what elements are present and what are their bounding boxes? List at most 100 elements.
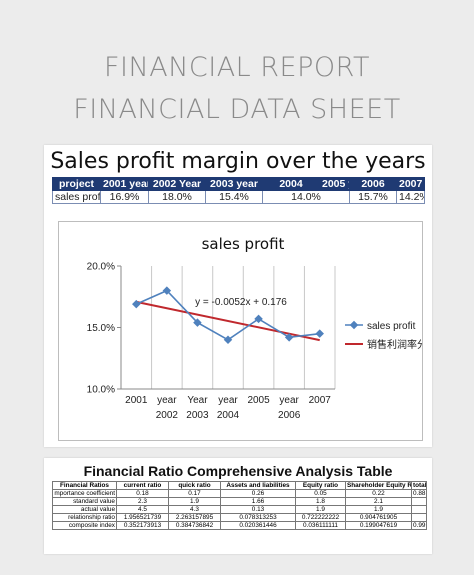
ratio-value-cell: 0.17 <box>168 489 221 498</box>
chart-title: sales profit <box>202 235 285 253</box>
ratio-table-row: relationship ratio 1.956521739 2.263157895… <box>52 513 427 522</box>
value-cell: 18.0% <box>148 190 206 204</box>
ratio-table-row: mportance coefficient 0.18 0.17 0.26 0.05 0.2… <box>52 489 427 498</box>
value-cell: 14.0% <box>262 190 350 204</box>
ratio-value-cell: 0.88 <box>411 489 427 498</box>
yearly-table-row: sales profit 16.9% 18.0% 15.4% 14.0% 15.… <box>52 190 425 204</box>
y-tick-label: 10.0% <box>87 385 115 396</box>
sales-profit-sheet-card: Sales profit margin over the years proje… <box>44 145 432 447</box>
x-tick-label: 2001 <box>125 395 148 406</box>
ratio-header-cell: total <box>411 481 427 490</box>
data-point <box>315 329 324 338</box>
x-tick-label: 2007 <box>309 395 332 406</box>
ratio-value-cell: 2.263157895 <box>168 513 221 522</box>
chart-axes: 10.0% 15.0% 20.0% 2001 year 2002 Year 2003 year 2… <box>87 262 335 421</box>
ratio-header-cell: Equity ratio <box>295 481 346 490</box>
header-cell: 2004 <box>262 177 320 191</box>
ratio-value-cell: 0.384736842 <box>168 521 221 530</box>
value-cell: 14.2% <box>396 190 425 204</box>
value-cell: 15.7% <box>349 190 397 204</box>
yearly-table-header: project 2001 year 2002 Year 2003 year 20… <box>52 177 425 191</box>
ratio-row-label: composite index <box>52 521 117 530</box>
data-point <box>193 318 202 327</box>
ratio-value-cell: 4.5 <box>116 505 169 514</box>
header-cell: 2001 year <box>100 177 149 191</box>
chart-series <box>132 286 324 345</box>
ratio-table-header: Financial Ratios current ratio quick ratio… <box>52 481 427 490</box>
ratio-row-label: mportance coefficient <box>52 489 117 498</box>
hero-title-line1: FINANCIAL REPORT <box>104 52 370 83</box>
ratio-value-cell: 2.3 <box>116 497 169 506</box>
ratio-value-cell: 1.956521739 <box>116 513 169 522</box>
ratio-row-label: standard value <box>52 497 117 506</box>
ratio-table-row: standard value 2.3 1.9 1.66 1.8 2.1 <box>52 497 427 506</box>
x-tick-label: 2005 <box>247 395 270 406</box>
data-point <box>254 314 263 324</box>
ratio-value-cell: 1.9 <box>295 505 346 514</box>
yearly-profit-table: project 2001 year 2002 Year 2003 year 20… <box>52 177 425 204</box>
ratio-header-cell: Assets and liabilities <box>220 481 296 490</box>
ratio-value-cell: 0.036111111 <box>295 521 346 530</box>
data-point <box>223 335 233 345</box>
ratio-header-cell: Shareholder Equity Ratio <box>345 481 412 490</box>
ratio-header-cell: Financial Ratios <box>52 481 117 490</box>
ratio-value-cell: 1.66 <box>220 497 296 506</box>
data-point <box>284 333 294 342</box>
data-point <box>132 299 141 309</box>
header-cell: 2005 year <box>319 177 350 191</box>
legend-marker-sales-profit <box>349 320 359 330</box>
sheet-title: Sales profit margin over the years <box>50 149 426 174</box>
y-tick-label: 15.0% <box>87 323 115 334</box>
value-cell: 16.9% <box>100 190 149 204</box>
ratio-table-title: Financial Ratio Comprehensive Analysis T… <box>83 463 393 479</box>
ratio-value-cell <box>411 505 427 514</box>
ratio-value-cell: 0.13 <box>220 505 296 514</box>
hero-title-line2: FINANCIAL DATA SHEET <box>73 94 401 125</box>
chart-grid <box>120 266 336 389</box>
ratio-value-cell: 0.22 <box>345 489 412 498</box>
ratio-header-cell: current ratio <box>116 481 169 490</box>
ratio-row-label: actual value <box>52 505 117 514</box>
ratio-value-cell <box>411 497 427 506</box>
header-cell: 2007 <box>396 177 425 191</box>
ratio-value-cell: 0.722222222 <box>295 513 346 522</box>
ratio-analysis-table: Financial Ratios current ratio quick ratio… <box>52 481 427 530</box>
value-cell: 15.4% <box>205 190 263 204</box>
ratio-value-cell: 4.3 <box>168 505 221 514</box>
x-tick-label: year 2006 <box>278 395 301 421</box>
chart-legend: sales profit 销售利润率分析 <box>345 320 422 351</box>
ratio-value-cell: 0.199047619 <box>345 521 412 530</box>
row-label-cell: sales profit <box>52 190 101 204</box>
ratio-value-cell: 0.020361446 <box>220 521 296 530</box>
ratio-value-cell: 1.9 <box>345 505 412 514</box>
ratio-header-cell: quick ratio <box>168 481 221 490</box>
x-tick-label: year 2002 <box>156 395 179 421</box>
ratio-value-cell: 0.904761905 <box>345 513 412 522</box>
data-point <box>162 286 172 295</box>
ratio-value-cell: 1.9 <box>168 497 221 506</box>
chart-canvas: sales profit 10.0% 15.0% 20.0% 2001 year 2002… <box>87 235 422 421</box>
ratio-value-cell: 2.1 <box>345 497 412 506</box>
ratio-analysis-card: Financial Ratio Comprehensive Analysis T… <box>44 458 432 554</box>
ratio-value-cell: 0.05 <box>295 489 346 498</box>
ratio-table-row: actual value 4.5 4.3 0.13 1.9 1.9 <box>52 505 427 514</box>
ratio-value-cell: 1.8 <box>295 497 346 506</box>
header-cell: 2003 year <box>205 177 263 191</box>
x-tick-label: year 2004 <box>217 395 240 421</box>
ratio-value-cell: 0.078313253 <box>220 513 296 522</box>
sales-profit-chart: sales profit 10.0% 15.0% 20.0% 2001 year 2002… <box>58 221 423 441</box>
legend-label-sales-profit: sales profit <box>367 321 416 332</box>
header-cell: 2002 Year <box>148 177 206 191</box>
y-tick-label: 20.0% <box>87 262 115 273</box>
ratio-value-cell: 0.99 <box>411 521 427 530</box>
header-cell: 2006 <box>349 177 397 191</box>
x-tick-label: Year 2003 <box>186 395 209 421</box>
ratio-value-cell: 0.352173913 <box>116 521 169 530</box>
legend-label-trend: 销售利润率分析 <box>367 338 422 351</box>
trendline-equation: y = -0.0052x + 0.176 <box>195 297 287 308</box>
ratio-table-row: composite index 0.352173913 0.384736842 0.0… <box>52 521 427 530</box>
ratio-value-cell <box>411 513 427 522</box>
ratio-value-cell: 0.26 <box>220 489 296 498</box>
header-cell: project <box>52 177 101 191</box>
ratio-value-cell: 0.18 <box>116 489 169 498</box>
